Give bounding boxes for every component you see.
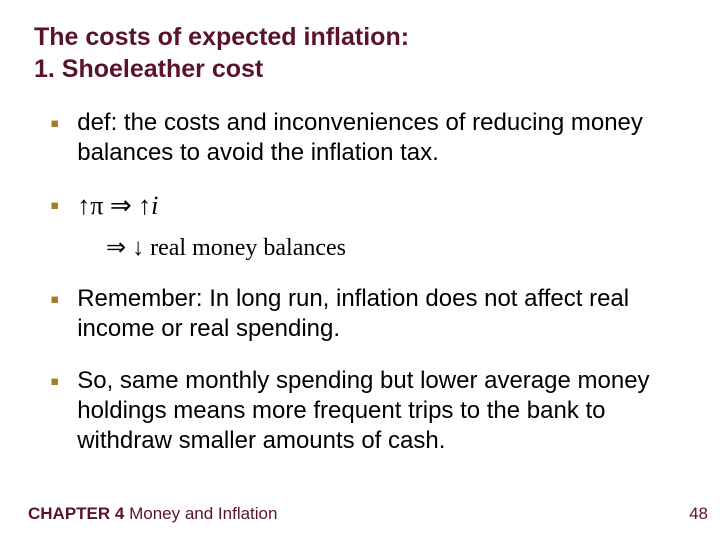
title-line-2: 1. Shoeleather cost [34, 54, 690, 84]
bullet-text: So, same monthly spending but lower aver… [77, 366, 690, 456]
bullet-indent-line: ⇒ ↓ real money balances [106, 233, 690, 262]
bullet-text: def: the costs and inconveniences of red… [77, 108, 690, 168]
bullet-item-2: ▪ ↑π ⇒ ↑i [34, 190, 690, 223]
chapter-label: CHAPTER 4 [28, 504, 124, 523]
bullet-item-3: ▪ Remember: In long run, inflation does … [34, 284, 690, 344]
bullet-marker-icon: ▪ [50, 368, 59, 394]
bullet-item-1: ▪ def: the costs and inconveniences of r… [34, 108, 690, 168]
bullet-marker-icon: ▪ [50, 192, 59, 218]
chapter-title: Money and Inflation [124, 504, 277, 523]
bullet-marker-icon: ▪ [50, 110, 59, 136]
symbol-italic-i: i [151, 191, 158, 220]
content-area: ▪ def: the costs and inconveniences of r… [34, 108, 690, 456]
footer-left: CHAPTER 4 Money and Inflation [28, 504, 277, 524]
indent-text: ⇒ ↓ real money balances [106, 235, 346, 261]
bullet-symbol-line: ↑π ⇒ ↑i [77, 190, 158, 223]
page-number: 48 [689, 504, 708, 524]
bullet-text: Remember: In long run, inflation does no… [77, 284, 690, 344]
symbol-prefix: ↑π ⇒ ↑ [77, 191, 151, 220]
slide-container: The costs of expected inflation: 1. Shoe… [0, 0, 720, 540]
footer: CHAPTER 4 Money and Inflation 48 [28, 504, 708, 524]
bullet-marker-icon: ▪ [50, 286, 59, 312]
bullet-item-4: ▪ So, same monthly spending but lower av… [34, 366, 690, 456]
title-line-1: The costs of expected inflation: [34, 22, 690, 52]
